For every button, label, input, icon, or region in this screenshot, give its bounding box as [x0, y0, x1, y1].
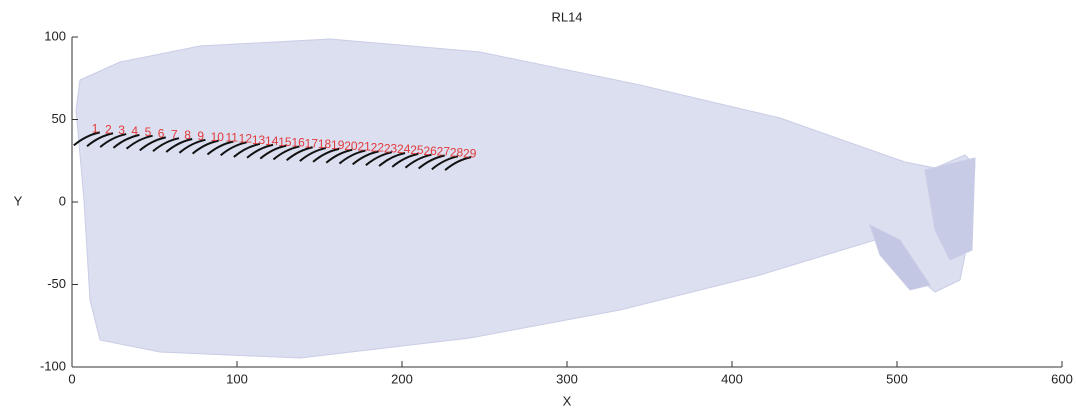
- x-tick-label: 100: [226, 371, 248, 386]
- x-tick-label: 0: [68, 371, 75, 386]
- fiber-trace: [220, 141, 247, 157]
- fiber-trace: [325, 148, 353, 164]
- point-label: 19: [331, 138, 345, 152]
- point-label: 9: [197, 129, 204, 143]
- point-label: 5: [145, 125, 152, 139]
- fish-image: [75, 38, 976, 359]
- point-label: 27: [437, 145, 451, 159]
- point-label: 28: [450, 145, 464, 159]
- x-tick-label: 500: [886, 371, 908, 386]
- fiber-trace: [246, 143, 274, 159]
- point-label: 10: [211, 130, 225, 144]
- point-label: 12: [239, 131, 253, 145]
- point-label: 17: [305, 136, 319, 150]
- fiber-trace: [338, 149, 366, 165]
- x-tick-label: 600: [1051, 371, 1073, 386]
- point-label: 22: [371, 141, 385, 155]
- fiber-trace: [259, 144, 287, 160]
- point-label: 4: [131, 124, 138, 138]
- fish-tail: [924, 157, 976, 261]
- y-tick-label: 0: [59, 193, 66, 208]
- fiber-trace: [112, 133, 140, 149]
- point-label: 2: [105, 122, 112, 136]
- fiber-trace: [73, 131, 101, 147]
- chart-title: RL14: [551, 9, 582, 24]
- fiber-trace: [352, 150, 379, 166]
- fiber-trace: [99, 133, 127, 148]
- point-label: 29: [463, 146, 477, 160]
- point-label: 6: [158, 127, 165, 141]
- point-label: 14: [265, 134, 279, 148]
- x-tick-label: 200: [391, 371, 413, 386]
- fish-tail: [869, 224, 931, 291]
- fiber-trace: [191, 139, 219, 155]
- x-axis-label: X: [563, 393, 572, 408]
- fish-body: [75, 38, 976, 359]
- fiber-trace: [404, 153, 432, 169]
- point-label: 1: [92, 122, 99, 136]
- fiber-trace: [233, 142, 261, 158]
- point-label: 3: [118, 123, 125, 137]
- fiber-trace: [165, 138, 193, 153]
- fiber-trace: [286, 146, 313, 162]
- point-label: 8: [184, 128, 191, 142]
- fiber-trace: [152, 137, 180, 152]
- y-tick-label: 100: [44, 28, 66, 43]
- point-label: 26: [423, 144, 437, 158]
- x-tick-label: 300: [556, 371, 578, 386]
- fiber-trace: [299, 147, 327, 162]
- fiber-trace: [139, 136, 167, 152]
- fiber-trace: [378, 152, 406, 167]
- x-tick-label: 400: [721, 371, 743, 386]
- point-label: 16: [291, 136, 305, 150]
- point-label: 7: [171, 127, 178, 141]
- point-label: 20: [344, 139, 358, 153]
- fiber-trace: [418, 154, 445, 170]
- point-label: 25: [410, 143, 424, 157]
- point-label: 15: [278, 135, 292, 149]
- fiber-trace: [431, 155, 459, 171]
- point-label: 23: [384, 141, 398, 155]
- point-label: 13: [252, 133, 266, 147]
- y-tick-label: 50: [52, 111, 66, 126]
- point-label: 11: [225, 131, 238, 145]
- fiber-trace: [391, 152, 419, 168]
- point-label: 18: [318, 137, 332, 151]
- point-label: 24: [397, 142, 411, 156]
- y-tick-label: -50: [47, 276, 66, 291]
- fiber-trace: [272, 145, 300, 161]
- fiber-trace: [365, 151, 393, 166]
- fiber-trace: [86, 132, 114, 147]
- fiber-trace: [178, 138, 206, 154]
- fiber-trace: [206, 140, 234, 156]
- fiber-trace: [312, 147, 340, 163]
- fiber-trace: [125, 134, 153, 150]
- fiber-trace: [444, 156, 472, 171]
- point-label: 21: [357, 140, 371, 154]
- y-tick-label: -100: [40, 358, 66, 373]
- y-axis-label: Y: [14, 193, 23, 208]
